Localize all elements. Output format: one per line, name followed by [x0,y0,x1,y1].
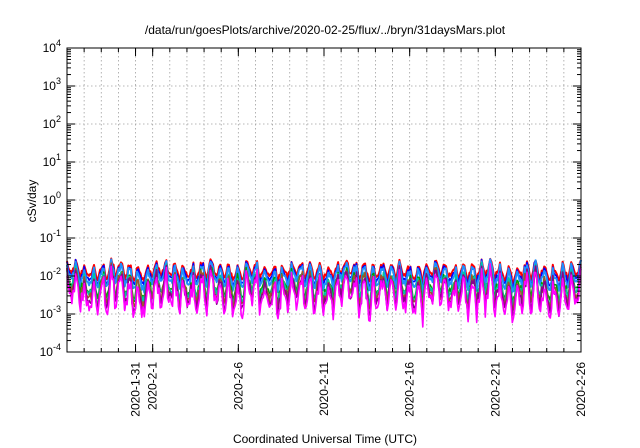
y-tick-exponent: 0 [56,190,61,200]
y-tick-base: 10 [43,117,57,131]
y-tick-label: 103 [43,76,61,93]
chart-title: /data/run/goesPlots/archive/2020-02-25/f… [145,23,506,37]
y-tick-label: 100 [43,190,61,207]
flux-chart: /data/run/goesPlots/archive/2020-02-25/f… [0,0,640,448]
y-tick-base: 10 [43,41,57,55]
y-tick-base: 10 [40,307,54,321]
x-tick-label: 2020-2-1 [146,362,160,410]
y-tick-base: 10 [43,155,57,169]
y-tick-base: 10 [40,231,54,245]
y-tick-label: 10-4 [40,342,61,359]
y-tick-label: 104 [43,38,61,55]
y-tick-label: 101 [43,152,61,169]
y-tick-base: 10 [40,345,54,359]
y-tick-exponent: 1 [56,152,61,162]
y-tick-exponent: -4 [53,342,61,352]
y-tick-label: 102 [43,114,61,131]
y-tick-exponent: -2 [53,266,61,276]
x-axis: 2020-1-31 2020-2-1 2020-2-6 2020-2-11 2020-2… [67,48,588,417]
y-axis-label: cSv/day [25,180,39,223]
x-tick-label: 2020-2-21 [488,362,502,417]
y-tick-base: 10 [43,79,57,93]
x-tick-label: 2020-1-31 [129,362,143,417]
y-tick-exponent: -3 [53,304,61,314]
y-tick-label: 10-2 [40,266,61,283]
x-tick-label: 2020-2-16 [403,362,417,417]
x-tick-label: 2020-2-11 [317,362,331,416]
y-tick-label: 10-1 [40,228,61,245]
y-tick-label: 10-3 [40,304,61,321]
y-tick-base: 10 [40,269,54,283]
x-axis-label: Coordinated Universal Time (UTC) [233,432,417,446]
x-tick-label: 2020-2-26 [574,362,588,417]
y-tick-exponent: 3 [56,76,61,86]
x-tick-label: 2020-2-6 [231,362,245,410]
y-tick-exponent: 2 [56,114,61,124]
y-tick-exponent: 4 [56,38,61,48]
y-tick-base: 10 [43,193,57,207]
y-tick-exponent: -1 [53,228,61,238]
